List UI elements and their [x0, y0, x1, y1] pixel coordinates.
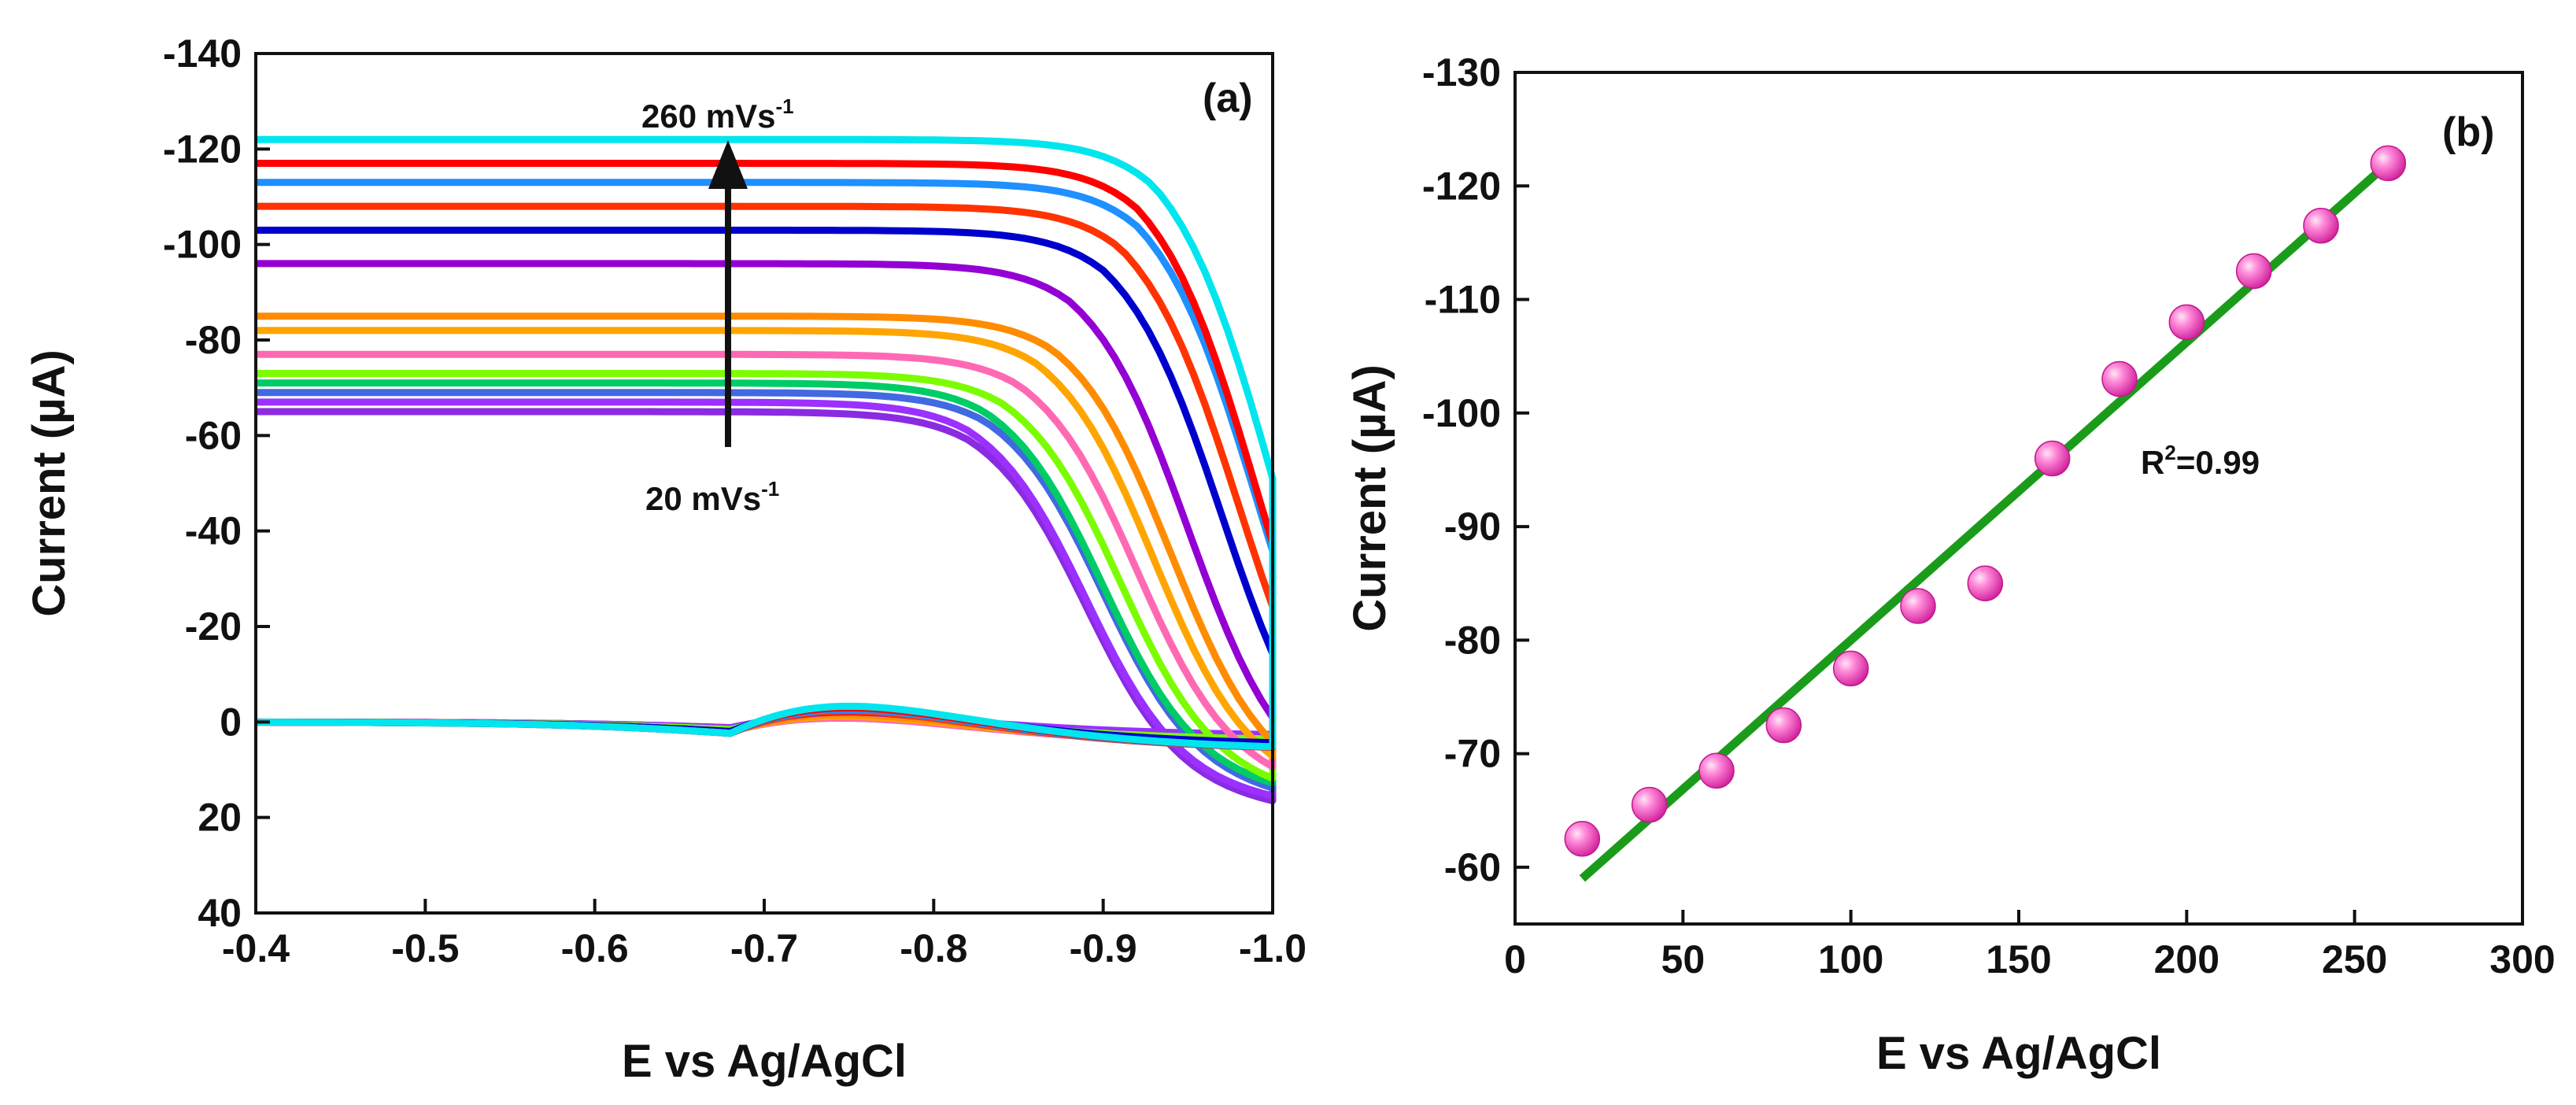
panel-a-xlabel: E vs Ag/AgCl [622, 1036, 907, 1087]
panel-b-ytick-label: -60 [1444, 845, 1501, 889]
r-squared-annotation: R2=0.99 [2141, 441, 2260, 481]
annot-top-sup: -1 [775, 94, 793, 118]
panel-a-curves [255, 135, 1277, 804]
data-point [2235, 253, 2272, 290]
panel-a-ticks: -0.4 -0.5 -0.6 -0.7 -0.8 -0.9 -1.0-140-120-100… [163, 31, 1306, 970]
r-squared-label: R [2141, 444, 2164, 481]
annot-top-label: 260 mVs [641, 98, 775, 135]
data-point [2168, 304, 2205, 341]
panel-a-ytick-label: 40 [198, 891, 242, 935]
data-point [1631, 786, 1668, 823]
panel-a-ytick-label: -20 [185, 604, 242, 649]
data-point [1900, 588, 1936, 624]
data-point [2101, 360, 2138, 397]
panel-a-xtick-label: -1.0 [1239, 926, 1306, 970]
panel-a-ytick-label: -100 [163, 223, 242, 267]
panel-a-ytick-label: -80 [185, 318, 242, 362]
data-point [2034, 440, 2071, 477]
panel-a-xtick-label: -0.4 [222, 926, 290, 970]
panel-b-ytick-label: -90 [1444, 504, 1501, 549]
panel-a-xtick-label: -0.5 [391, 926, 459, 970]
panel-b-points [1564, 145, 2407, 857]
data-point [1698, 752, 1735, 789]
panel-b-xtick-label: 300 [2489, 937, 2555, 981]
annot-top: 260 mVs-1 [641, 94, 794, 135]
data-point [1564, 821, 1601, 857]
panel-a: -0.4 -0.5 -0.6 -0.7 -0.8 -0.9 -1.0-140-120-100… [24, 31, 1306, 1087]
panel-b-xtick-label: 250 [2322, 937, 2387, 981]
annot-bottom-sup: -1 [761, 477, 779, 501]
panel-b-ytick-label: -100 [1422, 391, 1501, 435]
panel-b-xtick-label: 100 [1818, 937, 1883, 981]
panel-b-xtick-label: 200 [2154, 937, 2219, 981]
panel-b: 0 50 100 150 200 250 300 -130 -120 -110 -100 -90 -80… [1344, 50, 2556, 1079]
annot-bottom-label: 20 mVs [645, 480, 761, 517]
data-point [2303, 208, 2339, 244]
panel-b-ticks: 0 50 100 150 200 250 300 -130 -120 -110 -100 -90 -80… [1422, 50, 2556, 981]
panel-a-ytick-label: 20 [198, 796, 242, 840]
panel-b-ytick-label: -80 [1444, 618, 1501, 662]
data-point [1765, 707, 1802, 744]
panel-a-xtick-label: -0.8 [900, 926, 967, 970]
scan-rate-arrowhead [708, 140, 748, 189]
panel-b-xlabel: E vs Ag/AgCl [1876, 1028, 2161, 1079]
annot-bottom: 20 mVs-1 [645, 477, 779, 517]
panel-b-xtick-label: 50 [1661, 937, 1706, 981]
data-point [2370, 145, 2407, 182]
panel-a-ytick-label: -40 [185, 509, 242, 553]
r-squared-value: =0.99 [2176, 444, 2260, 481]
panel-a-ytick-label: -120 [163, 127, 242, 171]
cv-curve-120 [256, 350, 1277, 771]
data-point [1967, 565, 2004, 601]
panel-b-ylabel: Current (µA) [1344, 364, 1395, 632]
panel-b-xtick-label: 0 [1504, 937, 1526, 981]
panel-a-tag: (a) [1203, 76, 1253, 121]
panel-a-xtick-label: -0.9 [1070, 926, 1137, 970]
data-point [1832, 650, 1869, 687]
panel-a-ytick-label: -60 [185, 413, 242, 457]
panel-a-ylabel: Current (µA) [24, 349, 75, 617]
panel-a-ytick-label: 0 [220, 700, 242, 744]
panel-a-xtick-label: -0.6 [561, 926, 629, 970]
panel-b-frame [1513, 71, 2524, 926]
panel-b-ytick-label: -110 [1425, 278, 1501, 322]
panel-b-tag: (b) [2442, 109, 2494, 155]
panel-a-xtick-label: -0.7 [730, 926, 798, 970]
panel-b-ytick-label: -70 [1444, 732, 1501, 776]
panel-a-ytick-label: -140 [163, 31, 242, 76]
panel-b-ytick-label: -120 [1422, 164, 1501, 208]
panel-b-ytick-label: -130 [1422, 50, 1501, 94]
r-squared-sup: 2 [2164, 441, 2175, 464]
panel-b-xtick-label: 150 [1986, 937, 2051, 981]
